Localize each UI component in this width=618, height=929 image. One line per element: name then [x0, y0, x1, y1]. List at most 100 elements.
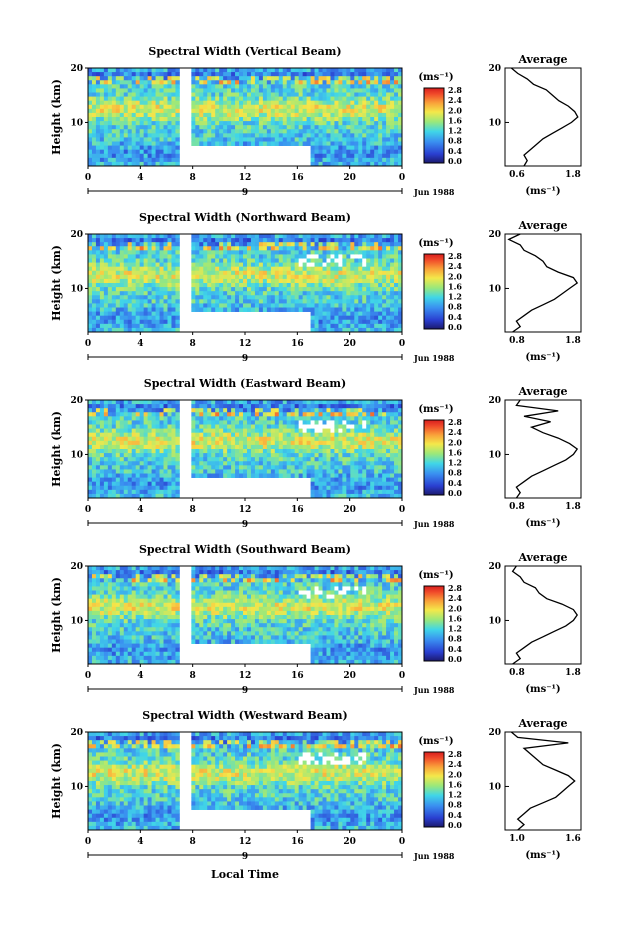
heatmap-cell [167, 258, 172, 263]
heatmap-cell [151, 125, 156, 130]
heatmap-cell [223, 96, 228, 102]
heatmap-cell [298, 266, 304, 272]
heatmap-cell [358, 258, 363, 263]
heatmap-cell [203, 424, 208, 429]
heatmap-cell [139, 428, 145, 434]
heatmap-cell [362, 133, 367, 138]
heatmap-cell [326, 92, 331, 97]
heatmap-cell [274, 121, 280, 126]
heatmap-cell [235, 457, 240, 462]
heatmap-cell [342, 238, 347, 243]
heatmap-cell [262, 76, 268, 81]
heatmap-cell [246, 242, 252, 247]
heatmap-cell [99, 481, 105, 487]
heatmap-cell [219, 121, 224, 126]
heatmap-cell [322, 157, 327, 163]
heatmap-cell [147, 96, 152, 102]
heatmap-cell [91, 420, 97, 425]
heatmap-cell [235, 96, 240, 102]
heatmap-cell [167, 238, 172, 243]
heatmap-cell [231, 92, 236, 97]
heatmap-cell [135, 287, 141, 292]
heatmap-cell [390, 242, 395, 247]
heatmap-cell [167, 112, 172, 118]
heatmap-cell [334, 72, 339, 77]
heatmap-cell [386, 266, 391, 272]
heatmap-cell [386, 72, 391, 77]
heatmap-cell [119, 432, 125, 438]
heatmap-cell [370, 400, 375, 405]
heatmap-cell [107, 234, 113, 239]
heatmap-cell [163, 453, 168, 458]
heatmap-cell [223, 303, 228, 308]
heatmap-cell [318, 489, 323, 495]
heatmap-cell [163, 412, 168, 417]
heatmap-cell [123, 323, 129, 329]
heatmap-cell [258, 270, 264, 276]
heatmap-cell [394, 149, 399, 155]
heatmap-cell [254, 449, 260, 454]
avg-y-tick-label: 10 [488, 284, 501, 294]
y-axis-label: Height (km) [50, 245, 63, 321]
heatmap-cell [390, 307, 395, 312]
heatmap-cell [338, 84, 343, 89]
heatmap-cell [151, 108, 156, 114]
heatmap-cell [163, 157, 168, 163]
heatmap-cell [258, 254, 264, 259]
heatmap-cell [151, 327, 156, 333]
heatmap-cell [326, 112, 331, 118]
heatmap-cell [358, 461, 363, 466]
heatmap-cell [346, 250, 351, 255]
heatmap-cell [298, 457, 304, 462]
heatmap-cell [382, 246, 387, 251]
heatmap-cell [207, 408, 212, 413]
heatmap-cell [306, 416, 311, 421]
heatmap-cell [139, 416, 145, 421]
heatmap-cell [258, 246, 264, 251]
heatmap-cell [155, 157, 160, 163]
heatmap-cell [223, 258, 228, 263]
heatmap-cell [270, 295, 276, 300]
heatmap-cell [103, 311, 109, 317]
heatmap-cell [382, 274, 387, 280]
heatmap-cell [346, 121, 351, 126]
heatmap-cell [286, 72, 292, 77]
heatmap-cell [254, 250, 260, 255]
heatmap-cell [318, 420, 323, 425]
heatmap-cell [254, 129, 260, 134]
heatmap-cell [99, 323, 105, 329]
heatmap-cell [167, 100, 172, 106]
heatmap-cell [147, 315, 152, 321]
heatmap-cell [127, 92, 133, 97]
heatmap-cell [159, 72, 164, 77]
heatmap-cell [374, 104, 379, 110]
heatmap-cell [370, 129, 375, 134]
heatmap-cell [239, 80, 244, 85]
heatmap-cell [374, 420, 379, 425]
heatmap-cell [362, 234, 367, 239]
heatmap-cell [135, 121, 141, 126]
heatmap-cell [175, 246, 180, 251]
heatmap-cell [139, 493, 145, 499]
heatmap-cell [91, 96, 97, 102]
heatmap-cell [370, 104, 375, 110]
heatmap-cell [143, 266, 149, 272]
heatmap-cell [219, 404, 224, 409]
heatmap-cell [99, 133, 105, 138]
heatmap-cell [147, 242, 152, 247]
heatmap-cell [199, 473, 204, 478]
heatmap-cell [175, 453, 180, 458]
heatmap-cell [310, 250, 315, 255]
heatmap-cell [211, 287, 216, 292]
heatmap-cell [342, 477, 347, 483]
heatmap-cell [199, 84, 204, 89]
heatmap-cell [310, 121, 315, 126]
heatmap-cell [159, 250, 164, 255]
heatmap-cell [219, 291, 224, 296]
heatmap-cell [310, 100, 315, 106]
heatmap-cell [139, 157, 145, 163]
heatmap-cell [99, 327, 105, 333]
heatmap-cell [346, 153, 351, 159]
heatmap-cell [99, 137, 105, 142]
heatmap-cell [350, 291, 355, 296]
